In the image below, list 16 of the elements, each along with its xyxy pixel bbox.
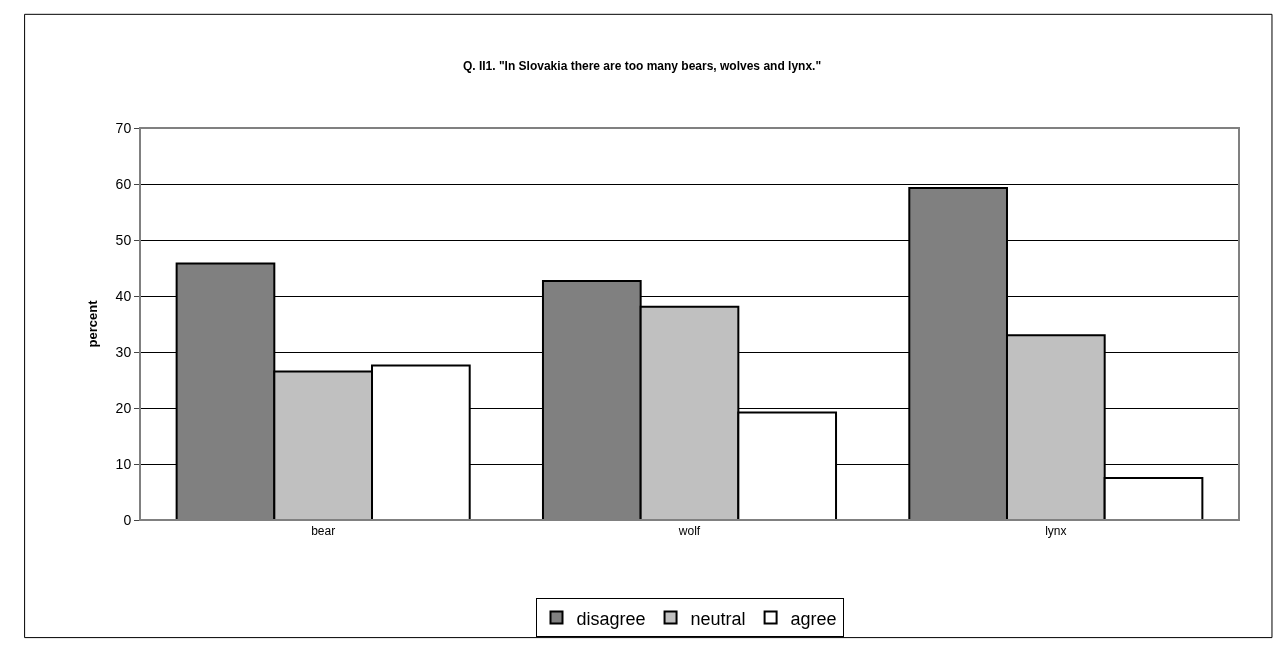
x-tick-label: bear	[311, 524, 336, 539]
x-tick-label: lynx	[1045, 524, 1067, 539]
y-tick-label: 0	[123, 511, 132, 528]
legend-label: neutral	[690, 608, 746, 629]
legend-label: agree	[790, 608, 837, 629]
y-tick-label: 40	[115, 287, 132, 304]
y-tick-label: 50	[115, 231, 132, 248]
legend-label: disagree	[576, 608, 646, 629]
y-axis-title: percent	[84, 299, 100, 348]
chart-title: Q. II1. "In Slovakia there are too many bears, wolves and lynx."	[462, 58, 822, 73]
y-tick-label: 30	[115, 343, 132, 360]
x-tick-label: wolf	[677, 524, 701, 539]
y-tick-label: 60	[115, 175, 132, 192]
y-tick-label: 10	[115, 455, 132, 472]
y-tick-label: 20	[115, 399, 132, 416]
y-tick-label: 70	[115, 119, 132, 136]
